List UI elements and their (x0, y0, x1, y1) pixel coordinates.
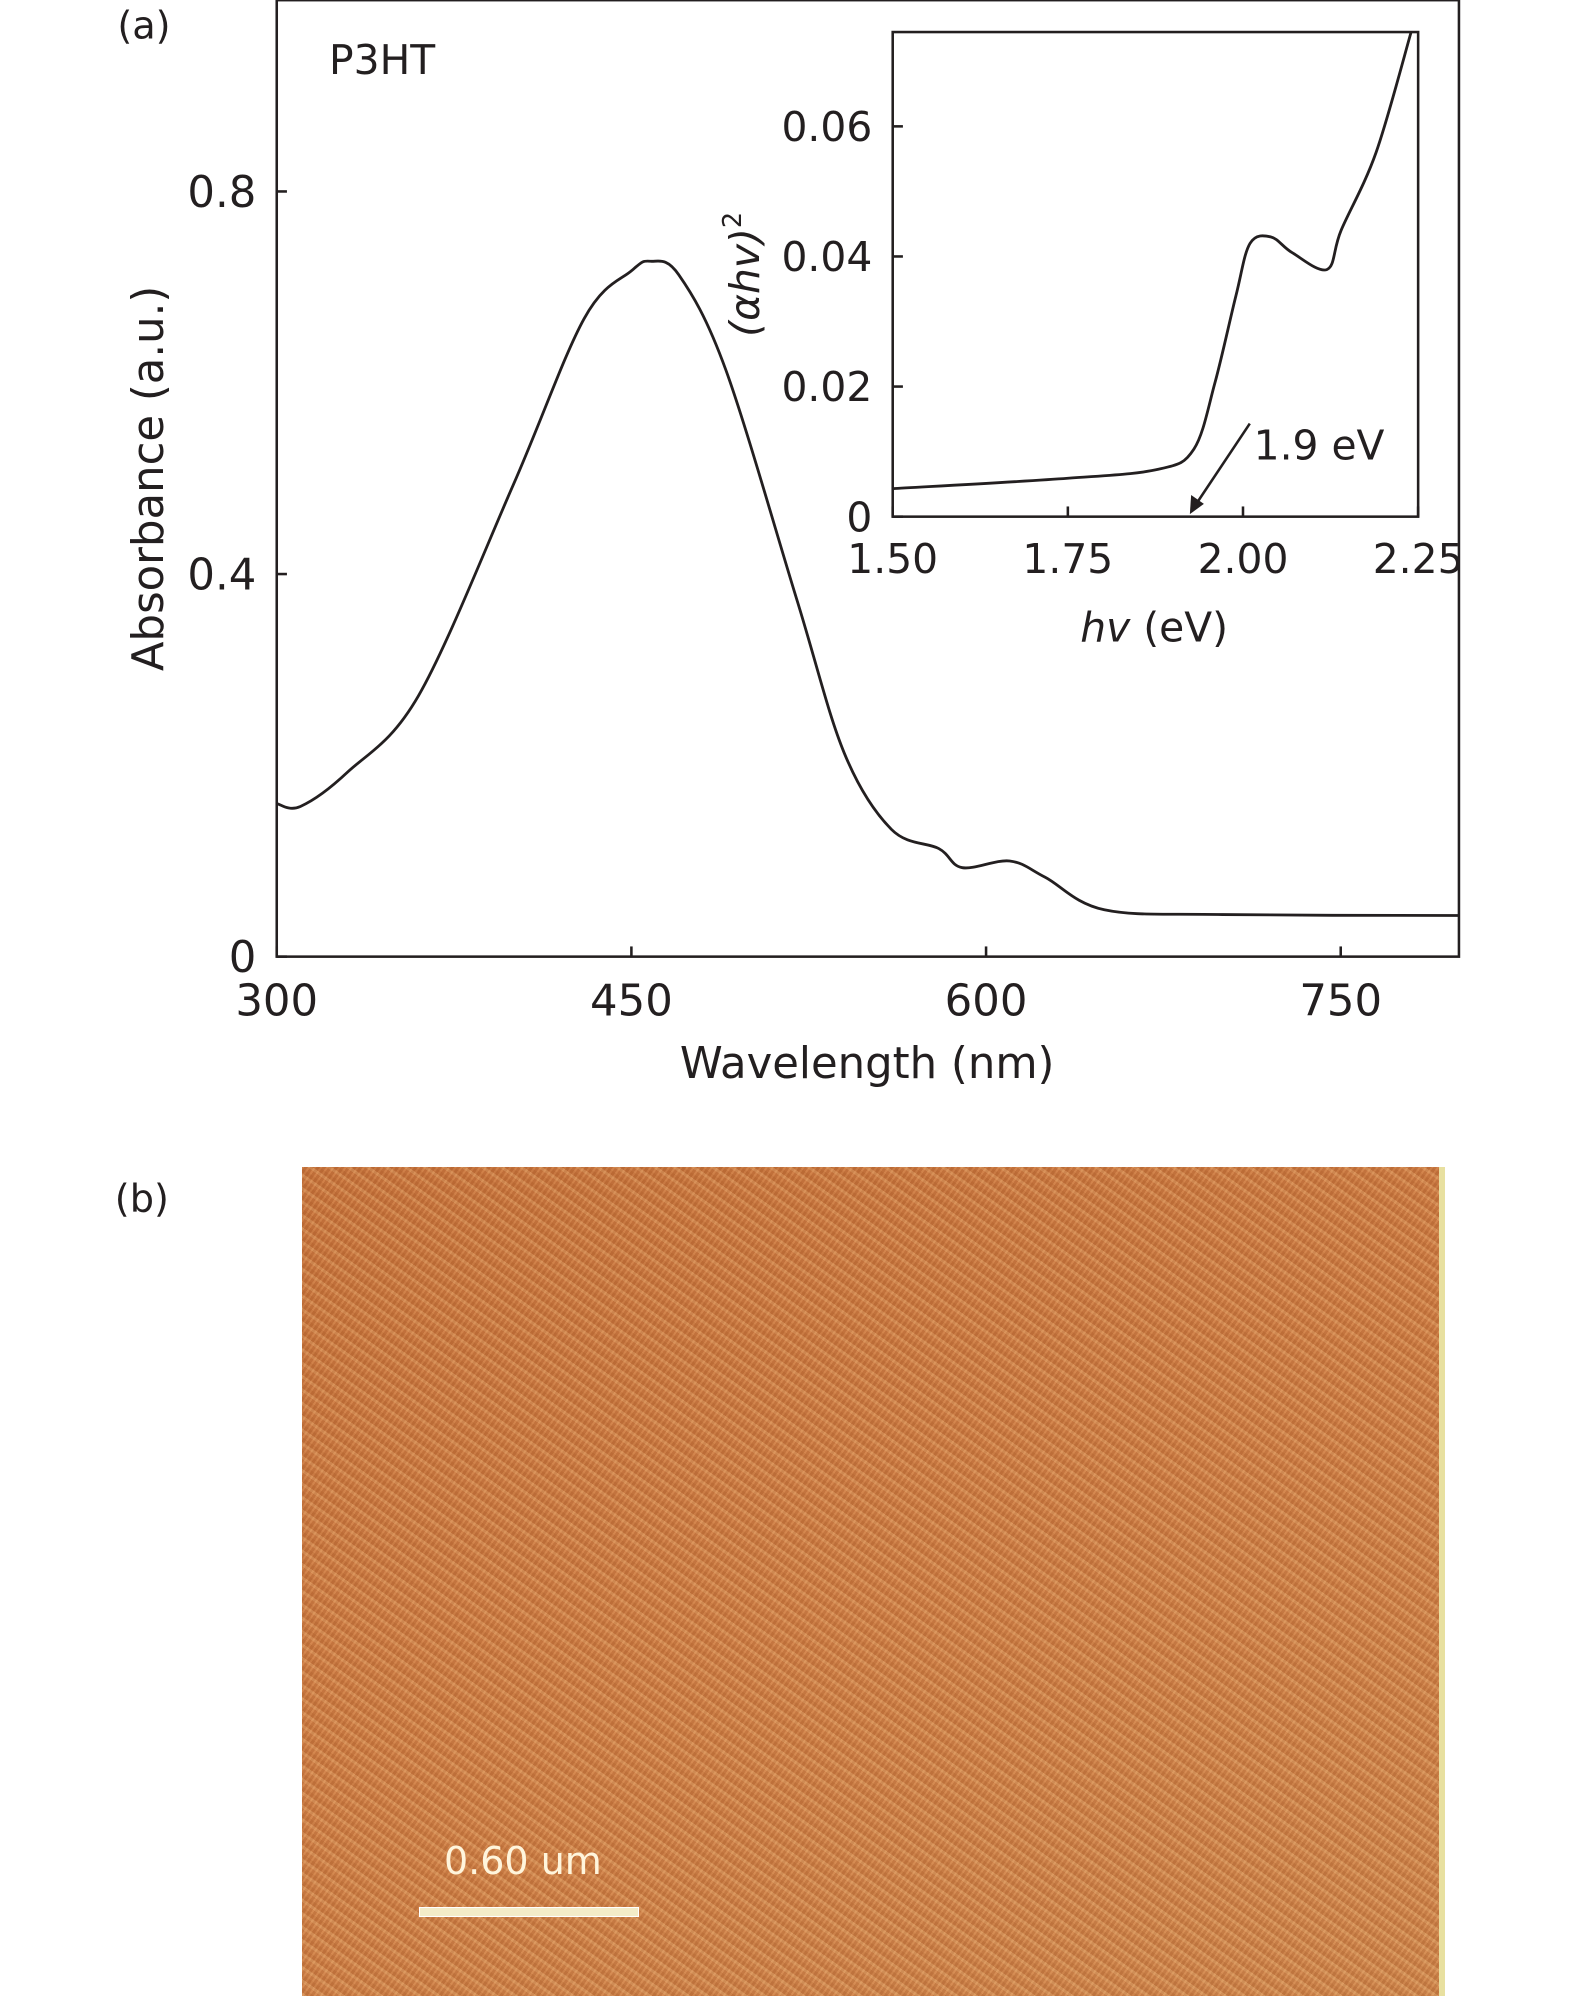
tauc-series-line (892, 31, 1413, 491)
inset-x-tick-label: 1.50 (847, 535, 938, 583)
y-axis-label: Absorbance (a.u.) (124, 286, 174, 671)
inset-plot: hv (eV) (αhv)2 1.50 1.75 2.00 2.25 0 0.02 0.04… (718, 30, 1464, 652)
bandgap-annotation: 1.9 eV (1254, 421, 1385, 469)
scale-bar-label: 0.60 um (444, 1839, 602, 1883)
absorbance-series-line (276, 259, 1459, 917)
inset-plot-frame (891, 30, 1420, 518)
main-y-tick-label: 0.4 (187, 551, 256, 601)
panel-b-label: (b) (115, 1177, 169, 1222)
inset-y-label-sup: 2 (718, 212, 748, 228)
inset-x-axis-label: hv (eV) (1080, 604, 1228, 652)
main-y-tick-label: 0.8 (187, 168, 256, 218)
inset-y-tick-label: 0.06 (781, 103, 872, 151)
inset-y-label-main: (αhv) (721, 228, 769, 337)
inset-x-label-unit: (eV) (1143, 604, 1228, 652)
sample-label: P3HT (329, 36, 436, 84)
main-x-tick-label: 600 (945, 976, 1028, 1026)
inset-y-tick-label: 0 (846, 493, 872, 541)
main-plot-frame (275, 0, 1461, 958)
main-x-tick-label: 300 (235, 976, 318, 1026)
inset-x-tick-label: 1.75 (1022, 535, 1113, 583)
main-plot: P3HT Wavelength (nm) Absorbance (a.u.) 3… (124, 0, 1461, 1089)
main-x-tick-label: 750 (1299, 976, 1382, 1026)
inset-x-label-italic: hv (1080, 604, 1131, 652)
inset-y-tick-label: 0.02 (781, 363, 872, 411)
scale-bar (419, 1907, 639, 1917)
inset-y-axis-label: (αhv)2 (718, 212, 769, 337)
x-axis-label: Wavelength (nm) (680, 1039, 1055, 1089)
inset-x-tick-label: 2.00 (1198, 535, 1289, 583)
bandgap-arrow-head (1189, 494, 1204, 515)
main-x-tick-label: 450 (590, 976, 673, 1026)
afm-image: 0.60 um (302, 1167, 1445, 1996)
main-y-tick-label: 0 (229, 933, 257, 983)
inset-y-tick-label: 0.04 (781, 233, 872, 281)
bandgap-arrow-shaft (1192, 422, 1251, 509)
inset-x-tick-label: 2.25 (1373, 535, 1464, 583)
panel-a-label: (a) (117, 3, 170, 48)
